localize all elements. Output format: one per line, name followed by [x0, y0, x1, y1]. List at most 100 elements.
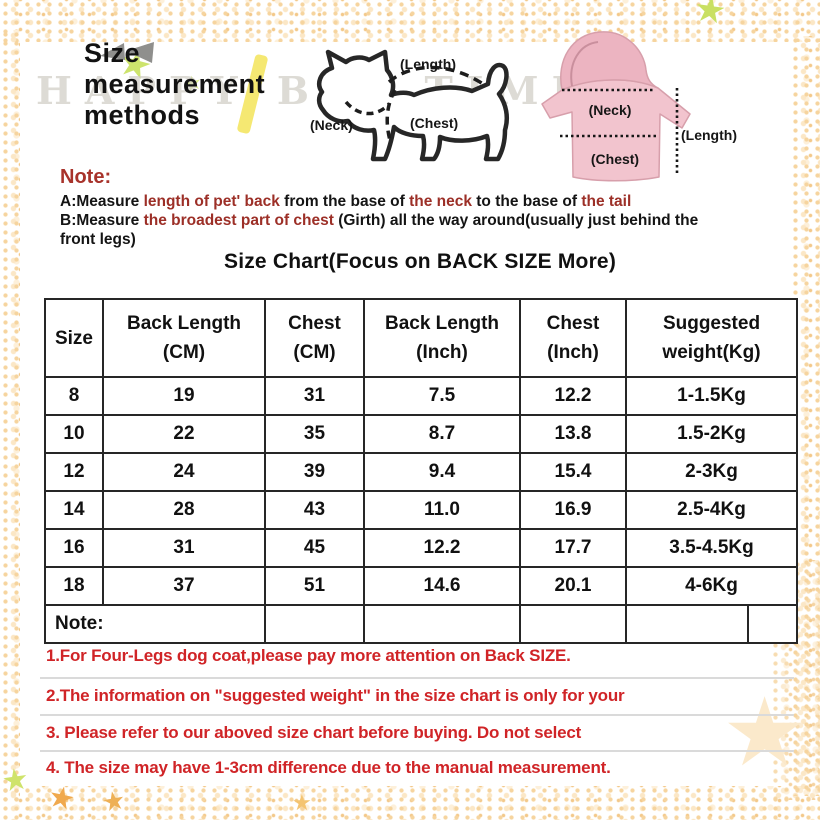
table-row: 12 24 39 9.4 15.4 2-3Kg	[44, 452, 798, 492]
decor-star-band-left	[0, 30, 20, 800]
footnote-divider	[40, 677, 794, 679]
empty-cell	[625, 604, 749, 644]
col-header-size: Size	[44, 298, 104, 378]
footnote-2: 2.The information on "suggested weight" …	[46, 686, 625, 705]
table-row: 10 22 35 8.7 13.8 1.5-2Kg	[44, 414, 798, 454]
note-heading: Note:	[60, 166, 112, 188]
hoodie-length-label: (Length)	[681, 127, 737, 143]
note-a-highlight: the neck	[409, 193, 472, 210]
size-table: Size Back Length (CM) Chest (CM) Back Leng…	[44, 298, 798, 644]
note-b-highlight: the broadest part of chest	[143, 212, 334, 229]
table-note-row: Note:	[44, 604, 798, 644]
table-header-row: Size Back Length (CM) Chest (CM) Back Leng…	[44, 298, 798, 378]
header-line1: Back Length	[126, 313, 242, 334]
cell-chest-cm: 39	[264, 452, 365, 492]
leaf-star-icon: ★	[99, 784, 128, 818]
cell-chest-inch: 17.7	[519, 528, 627, 568]
size-chart-title: Size Chart(Focus on BACK SIZE More)	[223, 250, 617, 273]
cell-weight: 2-3Kg	[625, 452, 798, 492]
cell-chest-cm: 51	[264, 566, 365, 606]
header-line1: Suggested	[662, 313, 761, 334]
dog-neck-label: (Neck)	[310, 117, 353, 133]
empty-cell	[363, 604, 521, 644]
table-row: 16 31 45 12.2 17.7 3.5-4.5Kg	[44, 528, 798, 568]
dog-chest-label: (Chest)	[410, 115, 458, 131]
empty-cell	[264, 604, 365, 644]
cell-weight: 1.5-2Kg	[625, 414, 798, 454]
dog-length-dashed-line	[387, 65, 488, 88]
col-header-back-cm: Back Length (CM)	[102, 298, 266, 378]
dog-measurement-diagram: (Length) (Chest) (Neck)	[310, 49, 509, 162]
hoodie-chest-label: (Chest)	[591, 151, 639, 167]
decor-star-band-bottom	[0, 786, 820, 820]
header-line2: (Inch)	[547, 342, 599, 363]
footnote-3: 3. Please refer to our aboved size chart…	[46, 723, 582, 742]
col-header-weight: Suggested weight(Kg)	[625, 298, 798, 378]
cell-back-cm: 31	[102, 528, 266, 568]
cell-back-cm: 28	[102, 490, 266, 530]
measurement-note: Note: A:Measure length of pet' back from…	[60, 166, 715, 249]
note-b-text: B:Measure	[60, 212, 144, 229]
cell-chest-inch: 15.4	[519, 452, 627, 492]
cell-back-cm: 24	[102, 452, 266, 492]
cell-back-cm: 22	[102, 414, 266, 454]
page-title: Size measurement methods	[84, 38, 266, 130]
header-line1: Back Length	[384, 313, 500, 334]
header-line1: Chest	[546, 313, 600, 334]
cell-back-inch: 12.2	[363, 528, 521, 568]
cell-back-cm: 19	[102, 376, 266, 416]
table-row: 18 37 51 14.6 20.1 4-6Kg	[44, 566, 798, 606]
col-header-back-inch: Back Length (Inch)	[363, 298, 521, 378]
cell-chest-inch: 16.9	[519, 490, 627, 530]
cell-weight: 3.5-4.5Kg	[625, 528, 798, 568]
cell-chest-cm: 35	[264, 414, 365, 454]
cell-chest-inch: 13.8	[519, 414, 627, 454]
cell-back-inch: 9.4	[363, 452, 521, 492]
note-a-highlight: length of pet' back	[143, 193, 280, 210]
cell-back-inch: 14.6	[363, 566, 521, 606]
header-line2: (CM)	[162, 342, 206, 363]
dog-length-label: (Length)	[400, 56, 456, 72]
table-row: 14 28 43 11.0 16.9 2.5-4Kg	[44, 490, 798, 530]
note-a-highlight: the tail	[581, 193, 632, 210]
footnote-divider	[40, 714, 794, 716]
cell-size: 14	[44, 490, 104, 530]
note-line-a: A:Measure length of pet' back from the b…	[60, 192, 715, 211]
cell-weight: 1-1.5Kg	[625, 376, 798, 416]
note-line-b: B:Measure the broadest part of chest (Gi…	[60, 211, 715, 249]
header-line2: (CM)	[293, 342, 336, 363]
cell-size: 12	[44, 452, 104, 492]
dog-neck-dashed-line	[344, 100, 391, 116]
leaf-star-icon: ★	[0, 762, 32, 799]
cell-size: 16	[44, 528, 104, 568]
decor-gray-shape	[100, 42, 154, 63]
note-b-text: (Girth) all the way around(usually just …	[60, 212, 699, 248]
cell-chest-cm: 45	[264, 528, 365, 568]
pale-star-icon: ★	[722, 680, 808, 786]
cell-weight: 4-6Kg	[625, 566, 798, 606]
cell-size: 8	[44, 376, 104, 416]
header-line2: (Inch)	[416, 342, 468, 363]
header-line2: weight(Kg)	[662, 342, 761, 363]
cell-back-inch: 11.0	[363, 490, 521, 530]
header-line1: Chest	[288, 313, 341, 334]
hoodie-neck-label: (Neck)	[589, 102, 632, 118]
empty-cell	[747, 604, 798, 644]
empty-cell	[519, 604, 627, 644]
note-a-text: A:Measure	[60, 193, 144, 210]
size-table-wrap: Size Back Length (CM) Chest (CM) Back Leng…	[44, 298, 798, 644]
col-header-chest-cm: Chest (CM)	[264, 298, 365, 378]
cell-back-inch: 8.7	[363, 414, 521, 454]
cell-size: 10	[44, 414, 104, 454]
note-a-text: from the base of	[279, 193, 410, 210]
col-header-chest-inch: Chest (Inch)	[519, 298, 627, 378]
cell-back-cm: 37	[102, 566, 266, 606]
hoodie-measurement-diagram: (Neck) (Chest) (Length)	[541, 31, 737, 182]
footnote-divider	[40, 750, 794, 752]
cell-chest-inch: 20.1	[519, 566, 627, 606]
cell-chest-cm: 43	[264, 490, 365, 530]
table-note-label: Note:	[44, 604, 266, 644]
footnote-1: 1.For Four-Legs dog coat,please pay more…	[46, 646, 571, 665]
note-a-text: to the base of	[471, 193, 582, 210]
